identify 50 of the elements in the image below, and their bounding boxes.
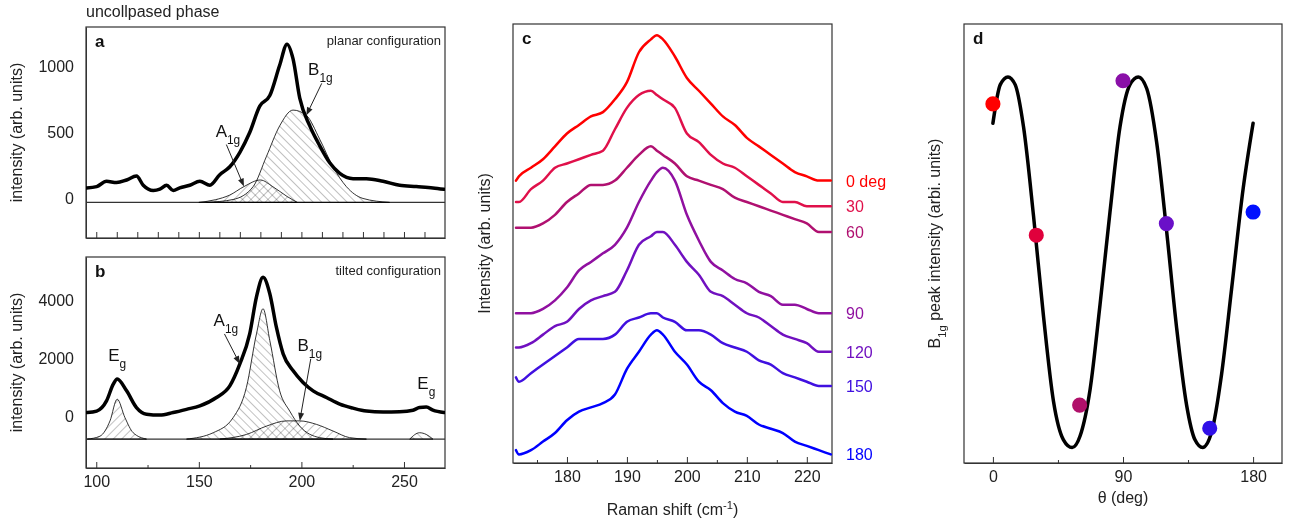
y-axis-title: Intensity (arb. units): [476, 173, 493, 314]
annotation: tilted configuration: [335, 263, 441, 278]
x-tick-label: 200: [288, 473, 316, 491]
series-label: 90: [846, 305, 864, 323]
series-label: 0 deg: [846, 172, 887, 190]
annotation: A$_{1g}$: [215, 121, 241, 147]
point: [1072, 397, 1088, 413]
point: [1028, 227, 1044, 243]
point: [985, 96, 1001, 112]
y-axis-title: intensity (arb. units): [8, 62, 25, 203]
series-label: 150: [846, 377, 873, 395]
annotation: B$_{1g}$: [297, 335, 323, 361]
point: [1115, 73, 1131, 89]
annotation: c: [522, 29, 532, 48]
y-tick-label: 500: [47, 124, 75, 142]
x-tick-label: 90: [1114, 468, 1133, 486]
x-tick-label: 100: [83, 473, 111, 491]
annotation: E$_{g}$: [417, 374, 436, 400]
x-tick-label: 180: [1240, 468, 1268, 486]
y-tick-label: 0: [65, 190, 75, 208]
annotation: E$_{g}$: [108, 345, 127, 371]
point: [1202, 420, 1218, 436]
point: [1158, 216, 1174, 232]
y-axis-title: intensity (arb. units): [8, 292, 25, 433]
annotation: A$_{1g}$: [213, 310, 239, 336]
annotation: planar configuration: [326, 33, 441, 48]
x-axis-title: θ (deg): [1097, 489, 1149, 506]
series-label: 180: [846, 446, 873, 464]
chart-title: uncollpased phase: [86, 3, 220, 20]
x-tick-label: 210: [734, 468, 761, 486]
annotation: a: [95, 32, 105, 51]
point: [1245, 204, 1261, 220]
y-tick-label: 1000: [38, 58, 75, 76]
x-tick-label: 250: [391, 473, 418, 491]
x-tick-label: 220: [793, 468, 821, 486]
x-tick-label: 190: [614, 468, 641, 486]
x-tick-label: 200: [674, 468, 701, 486]
y-tick-label: 4000: [38, 291, 75, 309]
series-label: 60: [846, 223, 864, 241]
x-tick-label: 180: [554, 468, 581, 486]
series-label: 120: [846, 343, 873, 361]
x-tick-label: 150: [185, 473, 213, 491]
series-label: 30: [846, 198, 864, 216]
y-tick-label: 0: [65, 407, 75, 425]
x-tick-label: 0: [988, 468, 998, 486]
annotation: b: [95, 262, 106, 281]
y-tick-label: 2000: [38, 349, 75, 367]
x-axis-title: Raman shift (cm$^{-1}$): [606, 499, 739, 518]
text: d: [973, 29, 984, 48]
annotation: B$_{1g}$: [308, 60, 333, 86]
